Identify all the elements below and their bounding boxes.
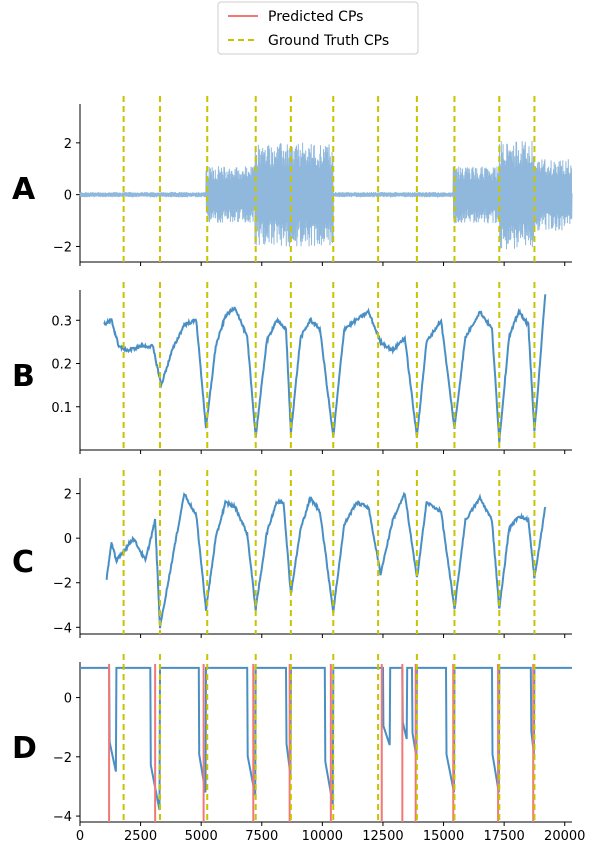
legend-label-0: Predicted CPs <box>268 9 363 25</box>
series-line <box>105 491 547 629</box>
y-tick-label: −2 <box>53 577 72 592</box>
legend-frame <box>217 1 419 55</box>
y-tick-label: 2 <box>64 488 72 503</box>
series-line <box>80 666 572 811</box>
panel-label: C <box>12 545 34 580</box>
panel-D: D 0 −2 −4 0 2500 5000 7500 10000 12500 15000 17500 2… <box>12 654 585 844</box>
legend-label-1: Ground Truth CPs <box>268 33 389 49</box>
x-tick-label: 17500 <box>483 829 524 844</box>
x-tick-label: 10000 <box>302 829 343 844</box>
y-tick-label: 0 <box>64 692 72 707</box>
panel-label: A <box>12 172 36 207</box>
y-tick-label: −4 <box>53 621 72 636</box>
panel-label: D <box>12 731 37 766</box>
y-tick-label: 0 <box>64 532 72 547</box>
x-tick-label: 5000 <box>185 829 218 844</box>
y-tick-label: 0.2 <box>51 358 72 373</box>
panel-C: C 2 0 −2 −4 <box>12 470 572 638</box>
legend: Predicted CPs Ground Truth CPs <box>217 1 419 55</box>
x-tick-label: 12500 <box>362 829 403 844</box>
x-tick-label: 7500 <box>245 829 278 844</box>
y-tick-label: 2 <box>64 137 72 152</box>
x-tick-label: 15000 <box>423 829 464 844</box>
panel-A: A 2 0 −2 <box>12 96 573 266</box>
y-tick-label: 0.3 <box>51 314 72 329</box>
y-tick-label: −2 <box>53 240 72 255</box>
y-tick-label: 0.1 <box>51 401 72 416</box>
x-tick-label: 20000 <box>544 829 585 844</box>
panel-B: B 0.3 0.2 0.1 <box>12 282 572 454</box>
y-tick-label: −4 <box>53 810 72 825</box>
panel-label: B <box>12 359 35 394</box>
x-tick-label: 2500 <box>124 829 157 844</box>
y-tick-label: 0 <box>64 189 72 204</box>
x-tick-label: 0 <box>76 829 84 844</box>
panels: A 2 0 −2 B 0.3 0.2 0.1 C 2 0 −2 −4 D 0 −2 −4 0 2500 5000 750… <box>12 96 585 844</box>
y-tick-label: −2 <box>53 751 72 766</box>
series-line <box>103 294 547 443</box>
signal-line <box>79 140 573 250</box>
